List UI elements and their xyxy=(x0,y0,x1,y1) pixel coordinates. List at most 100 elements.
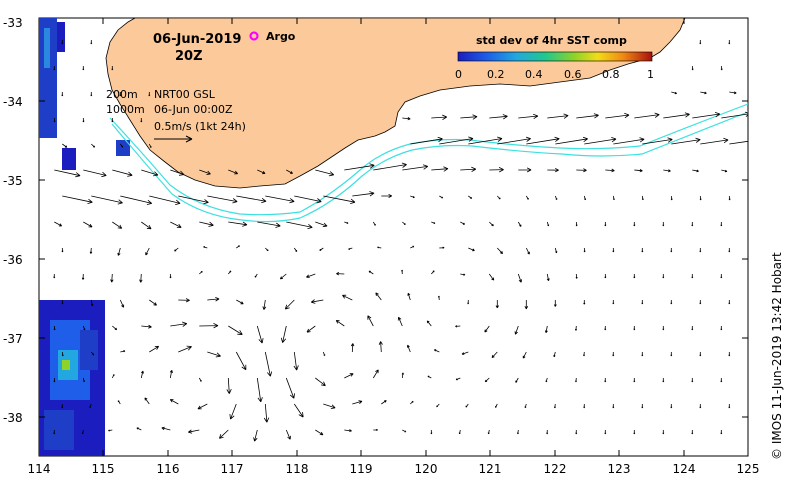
current-vector-arrow xyxy=(81,429,84,435)
current-vector-arrow xyxy=(228,325,243,335)
current-vector-arrow xyxy=(604,377,607,383)
current-vector-arrow xyxy=(691,274,694,279)
current-vector-arrow xyxy=(110,273,114,283)
current-vector-arrow xyxy=(525,195,529,200)
current-vector-arrow xyxy=(439,195,444,199)
current-vector-arrow xyxy=(458,429,461,435)
current-vector-arrow xyxy=(721,111,748,119)
current-vector-arrow xyxy=(89,403,92,409)
current-vector-arrow xyxy=(306,273,316,278)
current-vector-arrow xyxy=(352,400,363,405)
current-vector-arrow xyxy=(663,169,671,173)
current-vector-arrow xyxy=(199,323,219,329)
current-vector-arrow xyxy=(199,270,203,275)
current-vector-arrow xyxy=(280,325,287,343)
current-vector-arrow xyxy=(487,429,490,435)
current-vector-arrow xyxy=(517,273,522,283)
current-vector-arrow xyxy=(336,272,345,276)
current-vector-arrow xyxy=(583,351,586,357)
current-vector-arrow xyxy=(489,221,494,227)
current-vector-arrow xyxy=(402,164,429,171)
current-vector-arrow xyxy=(410,195,415,199)
isobath-200m xyxy=(109,103,748,216)
current-vector-arrow xyxy=(575,377,577,383)
current-vector-arrow xyxy=(460,114,478,120)
current-vector-arrow xyxy=(410,136,443,145)
current-vector-arrow xyxy=(319,247,324,251)
current-vector-arrow xyxy=(402,116,411,121)
current-vector-arrow xyxy=(692,169,699,173)
current-vector-arrow xyxy=(61,299,64,305)
svg-text:116: 116 xyxy=(157,462,180,476)
svg-text:114: 114 xyxy=(28,462,51,476)
current-vector-arrow xyxy=(120,195,153,205)
current-vector-arrow xyxy=(641,300,644,305)
current-vector-arrow xyxy=(315,429,324,436)
current-vector-arrow xyxy=(178,195,209,205)
current-vector-arrow xyxy=(699,248,702,253)
current-vector-arrow xyxy=(373,162,407,171)
current-vector-arrow xyxy=(207,351,221,358)
current-vector-arrow xyxy=(605,112,630,119)
current-vector-arrow xyxy=(254,273,258,278)
current-vector-arrow xyxy=(583,195,587,201)
current-vector-arrow xyxy=(641,352,644,357)
current-vector-arrow xyxy=(431,114,448,120)
current-vector-arrow xyxy=(342,294,353,301)
current-vector-arrow xyxy=(373,428,378,431)
current-vector-arrow xyxy=(82,117,85,123)
isobath-1000m-label: 1000m xyxy=(106,103,145,116)
current-vector-arrow xyxy=(62,143,68,148)
current-vector-arrow xyxy=(315,377,326,387)
current-vector-arrow xyxy=(199,221,214,227)
current-vector-arrow xyxy=(53,429,56,435)
current-vector-arrow xyxy=(518,167,532,173)
current-vector-arrow xyxy=(642,137,673,145)
svg-text:124: 124 xyxy=(673,462,696,476)
current-vectors xyxy=(53,40,748,442)
current-vector-arrow xyxy=(90,92,93,97)
current-vector-arrow xyxy=(720,65,723,71)
current-vector-arrow xyxy=(402,429,407,433)
current-vector-arrow xyxy=(728,404,731,409)
current-vector-arrow xyxy=(544,325,548,334)
lake-dot xyxy=(545,97,551,103)
svg-text:117: 117 xyxy=(221,462,244,476)
timestamp-label: 06-Jun 00:00Z xyxy=(154,103,233,116)
current-vector-arrow xyxy=(670,300,673,305)
lake-dot xyxy=(570,94,574,98)
current-vector-arrow xyxy=(670,352,673,357)
current-vector-arrow xyxy=(495,403,498,408)
current-vector-arrow xyxy=(468,247,475,252)
current-vector-arrow xyxy=(691,378,694,383)
current-vector-arrow xyxy=(263,403,270,423)
current-vector-arrow xyxy=(604,221,607,227)
current-vector-arrow xyxy=(604,430,607,435)
current-vector-arrow xyxy=(229,403,237,420)
current-vector-arrow xyxy=(322,351,326,356)
current-vector-arrow xyxy=(720,430,723,435)
current-vector-arrow xyxy=(344,429,352,433)
current-vector-arrow xyxy=(436,403,440,408)
map-hour: 20Z xyxy=(175,49,203,64)
svg-text:-36: -36 xyxy=(3,253,23,267)
current-vector-arrow xyxy=(53,325,56,331)
current-vector-arrow xyxy=(53,66,56,71)
map-date: 06-Jun-2019 xyxy=(153,32,241,47)
current-vector-arrow xyxy=(604,273,607,279)
current-vector-arrow xyxy=(721,169,728,173)
current-vector-arrow xyxy=(671,137,701,145)
current-vector-arrow xyxy=(699,40,702,45)
current-vector-arrow xyxy=(433,349,440,353)
current-vector-arrow xyxy=(228,169,238,175)
current-vector-arrow xyxy=(430,429,433,435)
current-vector-arrow xyxy=(489,114,508,120)
current-vector-arrow xyxy=(514,325,519,335)
current-vector-arrow xyxy=(468,195,473,199)
current-vector-arrow xyxy=(61,247,64,253)
current-vector-arrow xyxy=(117,247,121,256)
current-vector-arrow xyxy=(174,247,179,252)
current-vector-arrow xyxy=(375,292,382,301)
current-vector-arrow xyxy=(671,91,678,95)
current-vector-arrow xyxy=(235,351,247,371)
